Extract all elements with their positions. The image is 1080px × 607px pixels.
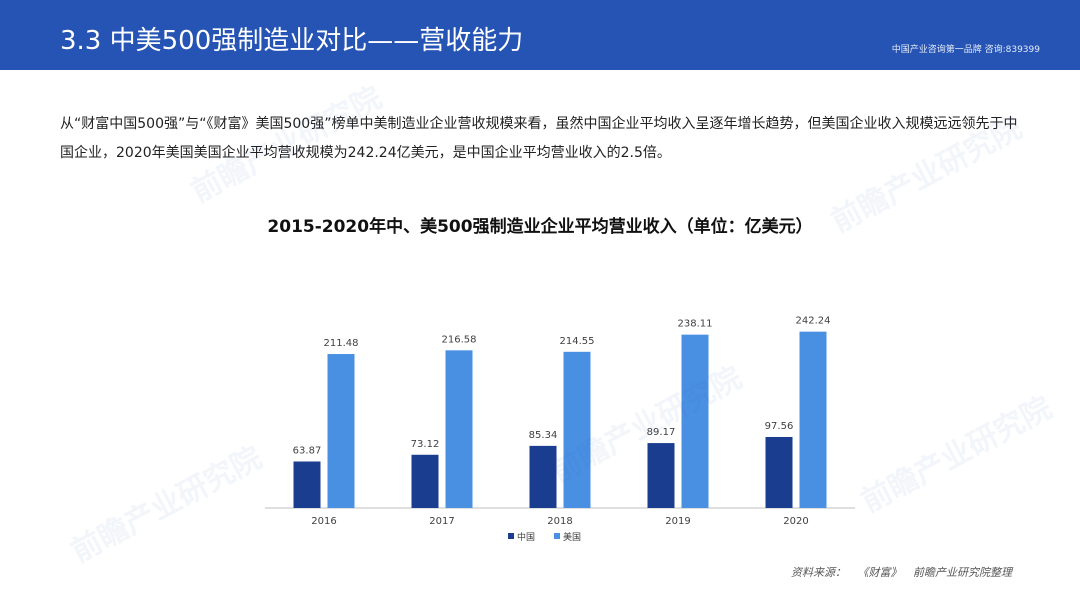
source-publication: 《财富》 [857,566,902,579]
bar-usa [681,334,709,508]
header-brand-text: 中国产业咨询第一品牌 咨询:839399 [891,45,1040,55]
data-label: 89.17 [647,427,676,438]
bar-usa [327,354,355,508]
bar-usa [445,350,473,508]
bar-china [529,445,557,508]
legend-label: 美国 [563,531,581,543]
page-title: 3.3 中美500强制造业对比——营收能力 [60,26,524,56]
bar-usa [799,331,827,508]
bar-china [411,454,439,508]
data-label: 216.58 [442,334,477,345]
intro-paragraph: 从“财富中国500强”与“《财富》美国500强”榜单中美制造业企业营收规模来看，… [60,116,1018,161]
x-tick-label: 2016 [311,516,336,527]
bar-china [765,436,793,508]
bar-usa [563,351,591,508]
source-label: 资料来源： [791,566,846,579]
bar-china [293,461,321,508]
data-label: 214.55 [560,336,595,347]
data-label: 63.87 [293,446,322,457]
legend-swatch [508,533,514,539]
x-tick-label: 2017 [429,516,454,527]
x-tick-label: 2019 [665,516,690,527]
legend-swatch [554,533,560,539]
x-tick-label: 2020 [783,516,808,527]
legend-label: 中国 [517,531,535,543]
data-label: 211.48 [324,338,359,349]
data-label: 85.34 [529,430,558,441]
data-label: 73.12 [411,439,440,450]
bar-china [647,443,675,508]
bar-chart: 63.87 211.48 2016 73.12 216.58 2017 85.34 214.5… [265,316,855,543]
x-tick-label: 2018 [547,516,572,527]
data-label: 97.56 [765,421,794,432]
chart-title: 2015-2020年中、美500强制造业企业平均营业收入（单位：亿美元） [267,217,813,237]
data-label: 238.11 [678,319,713,330]
header-bar: 3.3 中美500强制造业对比——营收能力 中国产业咨询第一品牌 咨询:8393… [0,0,1080,70]
data-label: 242.24 [796,316,831,327]
source-org: 前瞻产业研究院整理 [913,566,1012,579]
source-note: 资料来源： 《财富》 前瞻产业研究院整理 [783,564,1012,580]
